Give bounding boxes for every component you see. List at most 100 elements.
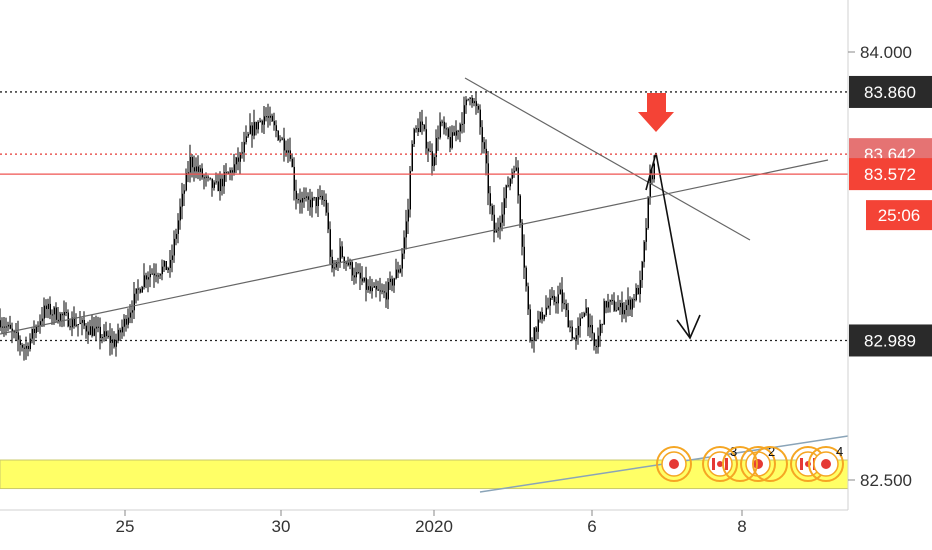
candle-body: [271, 115, 273, 122]
candle-body: [331, 256, 333, 269]
candle-body: [173, 238, 175, 256]
candle-body: [493, 214, 495, 233]
candle-body: [437, 137, 439, 139]
time-axis[interactable]: 25 30 2020 6 8: [116, 510, 747, 536]
candle-body: [387, 282, 389, 300]
candle-body: [549, 298, 551, 306]
candle-body: [635, 287, 637, 300]
candle-body: [571, 326, 573, 339]
candle-body: [597, 335, 599, 348]
candle-body: [33, 328, 35, 333]
candle-body: [521, 222, 523, 247]
candle-body: [169, 259, 171, 268]
candle-body: [251, 125, 253, 136]
candle-body: [619, 302, 621, 308]
candle-body: [287, 150, 289, 153]
candle-body: [439, 121, 441, 138]
candle-body: [147, 277, 149, 280]
candle-body: [221, 178, 223, 187]
candle-body: [85, 325, 87, 332]
candle-body: [291, 158, 293, 167]
candle-body: [75, 324, 77, 326]
candle-body: [257, 121, 259, 130]
candle-body: [49, 303, 51, 315]
candle-body: [647, 196, 649, 229]
candle-body: [167, 267, 169, 271]
candle-body: [155, 275, 157, 277]
candle-body: [163, 261, 165, 267]
event-ring-outer[interactable]: [656, 446, 692, 482]
candle-body: [279, 139, 281, 141]
candle-body: [201, 168, 203, 178]
candle-body: [319, 195, 321, 197]
candle-body: [115, 340, 117, 347]
event-ring-outer[interactable]: [752, 446, 788, 482]
candle-body: [295, 190, 297, 200]
candle-body: [195, 166, 197, 172]
candle-body: [537, 319, 539, 332]
candle-body: [543, 314, 545, 320]
candle-body: [3, 326, 5, 328]
candle-body: [347, 262, 349, 266]
candle-body: [249, 125, 251, 134]
candle-body: [401, 253, 403, 269]
candle-body: [57, 319, 59, 321]
candle-body: [475, 101, 477, 106]
event-ring-outer[interactable]: [808, 446, 844, 482]
flag-dot-icon: [669, 459, 679, 469]
candle-body: [263, 116, 265, 125]
price-axis[interactable]: 84.000 82.500: [848, 43, 912, 490]
canada-flag-bar-right: [725, 458, 728, 470]
event-ring-outer[interactable]: [722, 446, 758, 482]
candle-body: [11, 328, 13, 332]
candle-body: [267, 116, 269, 118]
candle-body: [51, 314, 53, 316]
candle-body: [393, 278, 395, 286]
descending-trendline: [464, 77, 751, 241]
candle-body: [335, 262, 337, 268]
candle-body: [565, 304, 567, 311]
event-markers[interactable]: 3 2 4: [656, 444, 844, 482]
maple-leaf-icon: [717, 461, 723, 467]
candle-body: [107, 335, 109, 337]
candle-body: [189, 157, 191, 173]
candle-body: [479, 109, 481, 128]
candle-body: [43, 305, 45, 319]
candle-body: [431, 151, 433, 166]
x-tick-label-3: 6: [587, 517, 596, 536]
price-badge-0: [849, 75, 932, 108]
candle-body: [507, 185, 509, 187]
down-arrow-icon: [638, 93, 674, 132]
candle-body: [531, 340, 533, 342]
candle-body: [339, 246, 341, 263]
candle-body: [177, 220, 179, 234]
candle-body: [451, 132, 453, 148]
candle-body: [259, 120, 261, 122]
candle-body: [293, 166, 295, 191]
candle-body: [639, 280, 641, 295]
candle-body: [649, 175, 651, 197]
candle-body: [83, 319, 85, 326]
candle-body: [219, 178, 221, 192]
candle-body: [265, 116, 267, 118]
event-ring-outer[interactable]: [702, 446, 738, 482]
price-badge-2: [849, 158, 932, 191]
candle-body: [277, 130, 279, 140]
candle-body: [29, 338, 31, 350]
candle-body: [207, 176, 209, 178]
candle-body: [311, 197, 313, 208]
candle-body: [501, 214, 503, 223]
candle-body: [181, 193, 183, 207]
candle-body: [383, 291, 385, 293]
candle-body: [233, 164, 235, 173]
candle-body: [197, 166, 199, 172]
candle-body: [457, 130, 459, 132]
candle-body: [459, 124, 461, 132]
candle-body: [375, 286, 377, 290]
event-ring-outer[interactable]: [740, 446, 776, 482]
candle-body: [241, 152, 243, 154]
candle-body: [309, 199, 311, 208]
candle-body: [305, 196, 307, 198]
candle-body: [315, 197, 317, 207]
